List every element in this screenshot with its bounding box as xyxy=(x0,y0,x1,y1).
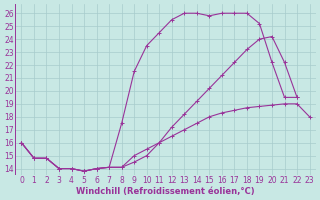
X-axis label: Windchill (Refroidissement éolien,°C): Windchill (Refroidissement éolien,°C) xyxy=(76,187,255,196)
